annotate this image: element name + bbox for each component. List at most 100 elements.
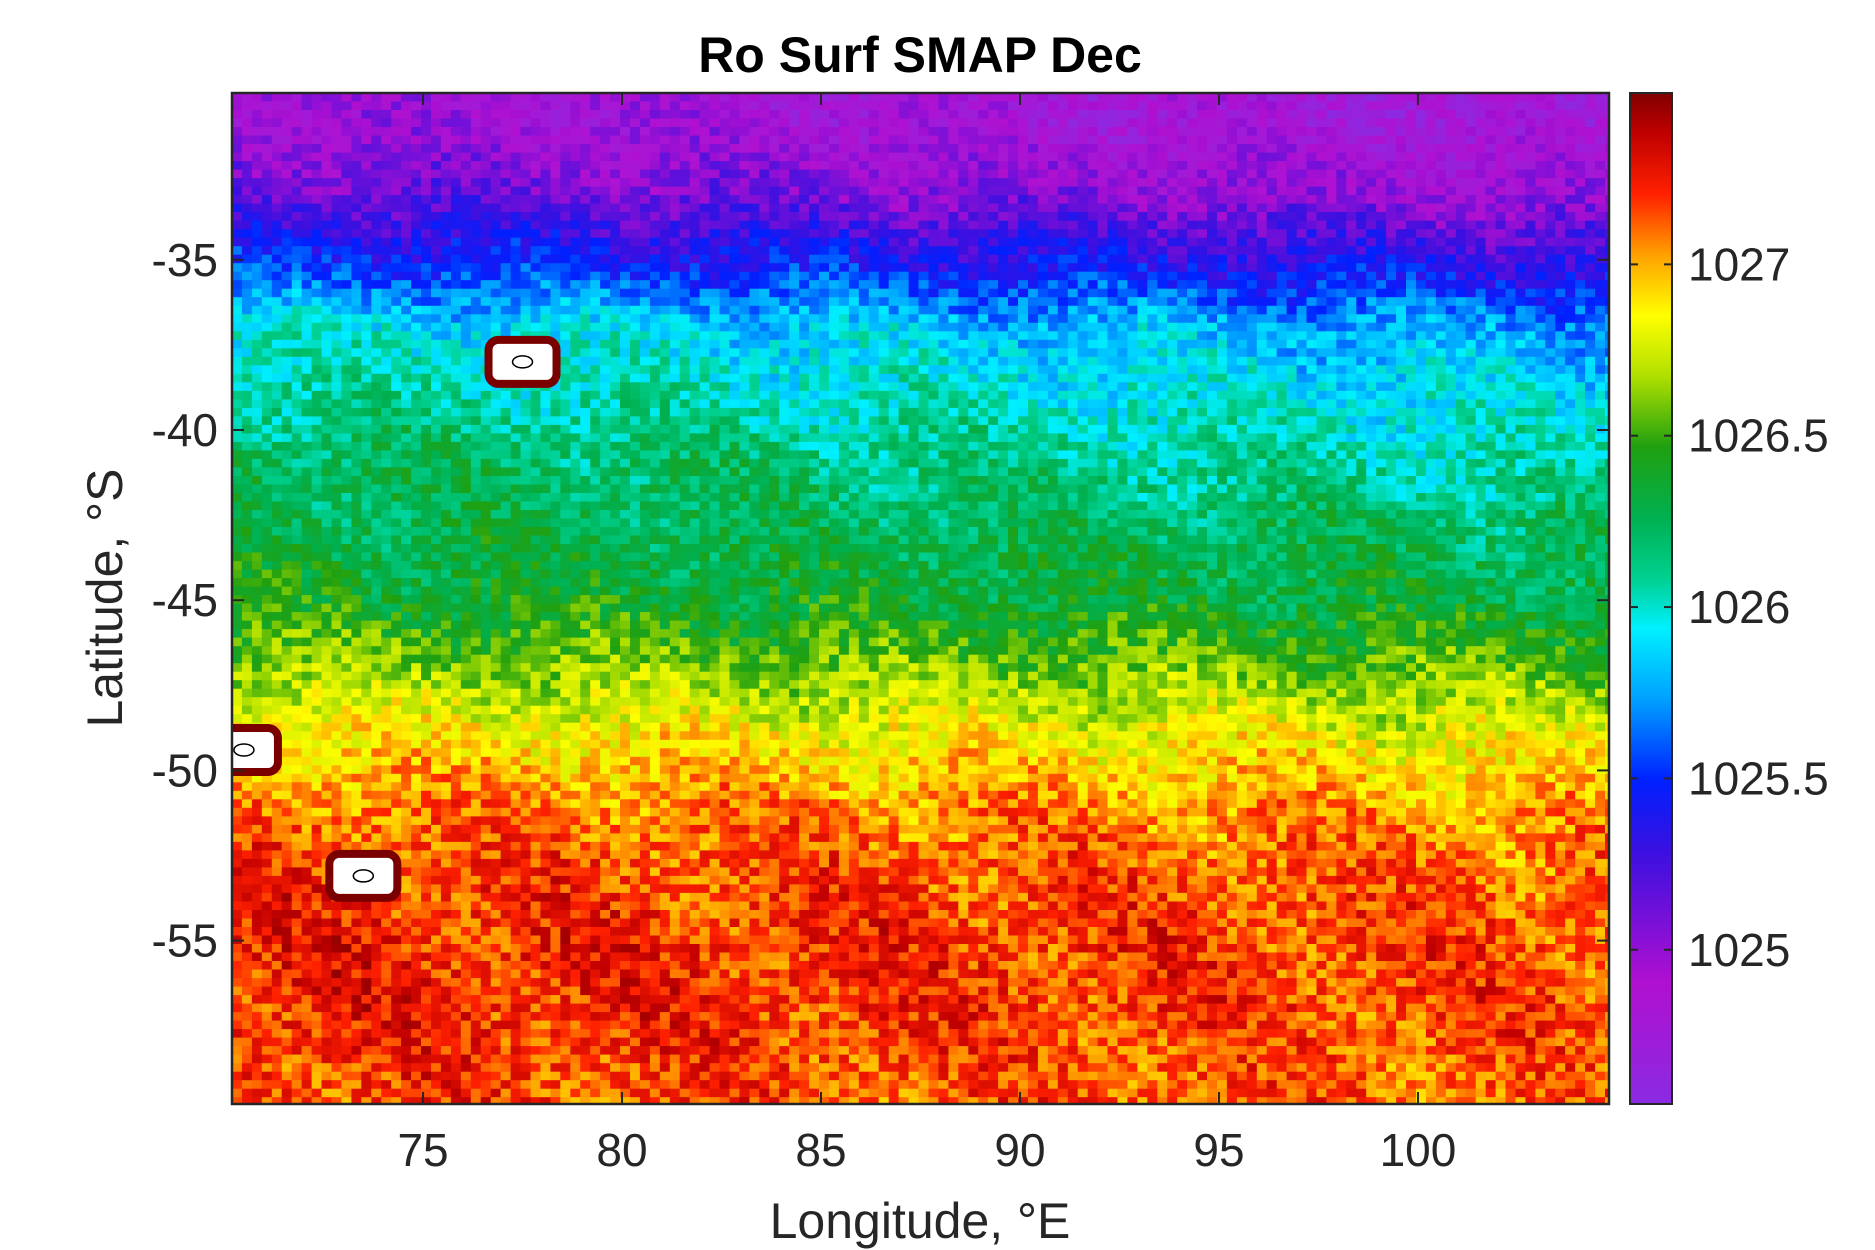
heatmap-cell [251, 229, 263, 239]
heatmap-cell [709, 169, 721, 179]
heatmap-cell [361, 314, 372, 324]
heatmap-cell [1435, 280, 1447, 290]
heatmap-cell [361, 339, 372, 349]
heatmap-cell [1605, 212, 1609, 222]
heatmap-cell [878, 220, 890, 230]
heatmap-cell [1416, 144, 1427, 154]
heatmap-cell [878, 356, 890, 366]
heatmap-cell [1197, 373, 1208, 383]
heatmap-cell [381, 254, 392, 264]
heatmap-cell [1276, 365, 1288, 375]
heatmap-cell [1336, 263, 1347, 273]
heatmap-cell [819, 101, 830, 111]
heatmap-cell [958, 237, 969, 247]
heatmap-cell [1296, 365, 1308, 375]
heatmap-cell [659, 110, 671, 120]
heatmap-cell [580, 178, 591, 188]
heatmap-cell [659, 127, 671, 137]
heatmap-cell [1575, 314, 1586, 324]
heatmap-cell [1127, 365, 1138, 375]
heatmap-cell [918, 280, 929, 290]
heatmap-cell [520, 297, 531, 307]
heatmap-cell [460, 271, 472, 281]
heatmap-cell [1057, 339, 1069, 349]
heatmap-cell [689, 314, 701, 324]
heatmap-cell [1336, 356, 1347, 366]
heatmap-cell [261, 195, 273, 205]
heatmap-cell [1296, 280, 1308, 290]
heatmap-cell [1525, 322, 1536, 332]
heatmap-cell [848, 118, 860, 128]
heatmap-cell [1495, 101, 1507, 111]
heatmap-cell [371, 161, 382, 171]
heatmap-cell [620, 93, 631, 103]
heatmap-cell [799, 161, 810, 171]
heatmap-cell [1028, 110, 1039, 120]
heatmap-cell [560, 305, 571, 315]
heatmap-cell [1236, 373, 1248, 383]
heatmap-cell [1217, 314, 1228, 324]
heatmap-cell [1286, 246, 1298, 256]
heatmap-cell [789, 356, 800, 366]
heatmap-cell [848, 110, 860, 120]
heatmap-cell [1406, 263, 1417, 273]
heatmap-cell [460, 348, 472, 358]
heatmap-cell [1455, 178, 1467, 188]
heatmap-cell [739, 118, 750, 128]
heatmap-cell [1087, 212, 1099, 222]
heatmap-cell [480, 263, 492, 273]
heatmap-cell [1525, 305, 1536, 315]
heatmap-cell [510, 101, 522, 111]
heatmap-cell [421, 254, 432, 264]
heatmap-cell [251, 161, 263, 171]
heatmap-cell [1545, 212, 1556, 222]
heatmap-cell [998, 314, 1009, 324]
heatmap-cell [968, 331, 979, 341]
heatmap-cell [1008, 382, 1019, 392]
heatmap-cell [749, 144, 760, 154]
heatmap-cell [1505, 169, 1516, 179]
heatmap-cell [888, 356, 900, 366]
heatmap-cell [1465, 280, 1477, 290]
heatmap-cell [1246, 390, 1258, 400]
heatmap-cell [809, 373, 820, 383]
heatmap-cell [540, 110, 551, 120]
heatmap-cell [789, 331, 800, 341]
heatmap-cell [1266, 144, 1278, 154]
heatmap-cell [281, 271, 293, 281]
heatmap-cell [1296, 356, 1308, 366]
heatmap-cell [1097, 144, 1109, 154]
heatmap-cell [480, 322, 492, 332]
heatmap-cell [1396, 246, 1407, 256]
heatmap-cell [440, 271, 452, 281]
heatmap-cell [600, 178, 611, 188]
heatmap-cell [620, 127, 631, 137]
heatmap-cell [908, 101, 920, 111]
heatmap-cell [1147, 305, 1158, 315]
heatmap-cell [1226, 254, 1238, 264]
heatmap-cell [341, 297, 352, 307]
heatmap-cell [789, 135, 800, 145]
heatmap-cell [749, 229, 760, 239]
heatmap-cell [689, 382, 701, 392]
heatmap-cell [460, 237, 472, 247]
heatmap-cell [888, 93, 900, 103]
heatmap-cell [232, 339, 243, 349]
heatmap-cell [1595, 322, 1606, 332]
heatmap-cell [1256, 297, 1268, 307]
heatmap-cell [540, 220, 551, 230]
heatmap-cell [1306, 135, 1317, 145]
heatmap-cell [550, 280, 561, 290]
heatmap-cell [1366, 135, 1377, 145]
heatmap-cell [1445, 161, 1457, 171]
heatmap-cell [331, 101, 342, 111]
heatmap-cell [848, 195, 860, 205]
heatmap-cell [1107, 161, 1118, 171]
heatmap-cell [401, 331, 412, 341]
heatmap-cell [1097, 331, 1109, 341]
heatmap-cell [1147, 101, 1158, 111]
heatmap-cell [440, 331, 452, 341]
heatmap-cell [301, 322, 313, 332]
heatmap-cell [500, 237, 512, 247]
heatmap-cell [540, 203, 551, 213]
